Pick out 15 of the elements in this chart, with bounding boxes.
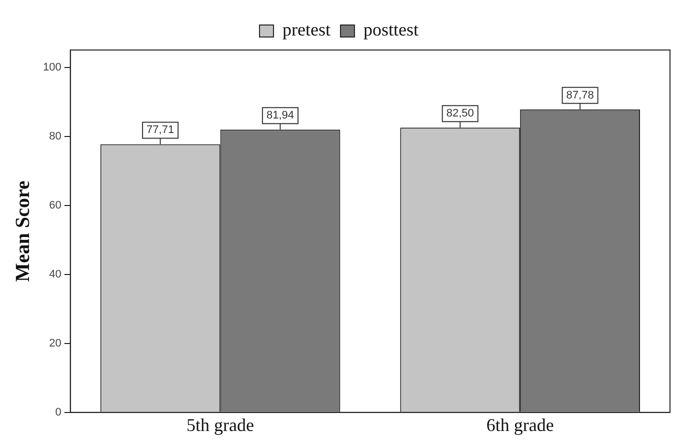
y-tick-label: 80 — [49, 130, 62, 142]
x-tick-label: 6th grade — [486, 414, 554, 435]
legend-label: posttest — [363, 20, 419, 40]
y-tick-label: 60 — [49, 199, 62, 212]
data-label: 77,71 — [146, 124, 174, 136]
data-label: 87,78 — [566, 89, 594, 102]
y-tick-label: 100 — [42, 61, 62, 74]
y-axis-title: Mean Score — [12, 180, 34, 282]
data-label: 82,50 — [446, 108, 474, 120]
legend-label: pretest — [282, 20, 330, 40]
data-label: 81,94 — [266, 110, 294, 122]
y-tick-label: 40 — [49, 268, 62, 280]
x-tick-label: 5th grade — [186, 414, 254, 435]
y-tick-label: 20 — [49, 337, 62, 350]
y-tick-label: 0 — [55, 406, 62, 418]
